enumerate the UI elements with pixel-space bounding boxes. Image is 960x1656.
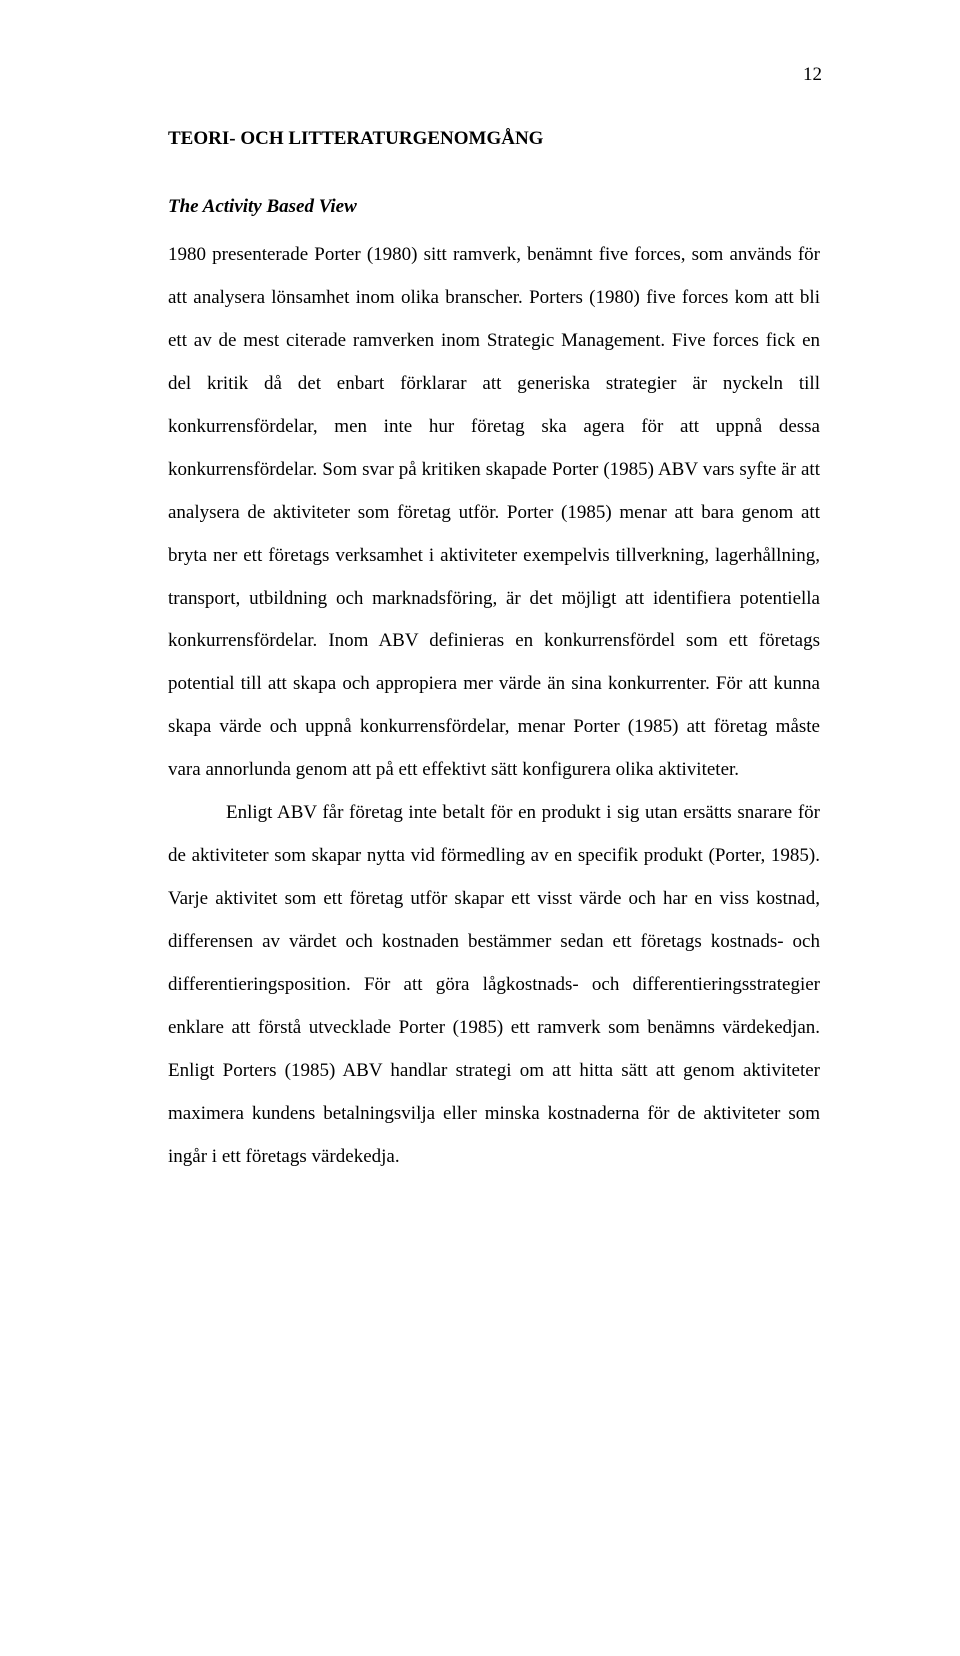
body-paragraph-1: 1980 presenterade Porter (1980) sitt ram… — [168, 234, 820, 792]
section-heading: TEORI- OCH LITTERATURGENOMGÅNG — [168, 128, 820, 150]
page-number: 12 — [803, 64, 822, 86]
subsection-heading: The Activity Based View — [168, 196, 820, 218]
body-paragraph-2: Enligt ABV får företag inte betalt för e… — [168, 792, 820, 1178]
